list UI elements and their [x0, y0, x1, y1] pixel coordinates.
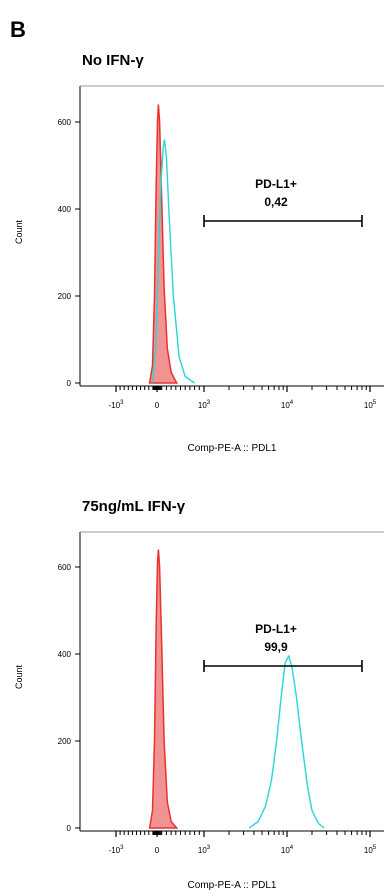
x-tick-label-base: 0: [155, 846, 160, 855]
series-stained-line: [151, 139, 195, 384]
x-tick-label-exponent: 3: [207, 400, 211, 406]
x-tick-label-base: 10: [281, 846, 290, 855]
y-tick-label: 200: [58, 292, 72, 301]
y-tick-label: 600: [58, 118, 72, 127]
x-tick-label-base: 0: [155, 401, 160, 410]
panel-1-title: No IFN-γ: [82, 52, 144, 69]
x-tick-label: 104: [281, 845, 294, 855]
x-tick-label: -103: [109, 400, 125, 410]
panel-letter: B: [10, 17, 26, 42]
y-tick-label: 400: [58, 650, 72, 659]
x-tick-label-exponent: 4: [290, 845, 294, 851]
x-tick-label-exponent: 4: [290, 400, 294, 406]
y-tick-label: 0: [67, 379, 72, 388]
x-tick-label-exponent: 5: [373, 845, 377, 851]
x-tick-label-exponent: 3: [207, 845, 211, 851]
panel-2-xlabel: Comp-PE-A :: PDL1: [188, 880, 277, 891]
panel-1-xlabel: Comp-PE-A :: PDL1: [188, 443, 277, 454]
panel-2-title: 75ng/mL IFN-γ: [82, 498, 186, 515]
x-tick-label: 0: [155, 401, 160, 410]
panel-2-gate-value: 99,9: [264, 640, 288, 654]
y-tick-label: 200: [58, 737, 72, 746]
y-tick-label: 600: [58, 563, 72, 572]
x-tick-label: 103: [198, 845, 211, 855]
x-tick-label: 105: [364, 845, 377, 855]
x-tick-label-base: 10: [364, 846, 373, 855]
y-tick-label: 0: [67, 824, 72, 833]
histogram-panel-1: No IFN-γ Count Comp-PE-A :: PDL1 PD-L1+ …: [14, 52, 384, 454]
x-tick-label-exponent: 3: [120, 845, 124, 851]
x-tick-label: 103: [198, 400, 211, 410]
x-tick-label-base: -10: [109, 846, 121, 855]
x-tick-label: 104: [281, 400, 294, 410]
x-tick-label-base: 10: [364, 401, 373, 410]
x-tick-label: -103: [109, 845, 125, 855]
x-tick-label-base: 10: [198, 401, 207, 410]
x-tick-label-base: 10: [281, 401, 290, 410]
panel-1-ylabel: Count: [14, 220, 24, 245]
panel-1-gate-name: PD-L1+: [255, 177, 297, 191]
series-stained-line: [248, 654, 325, 829]
x-tick-label: 0: [155, 846, 160, 855]
histogram-panel-2: 75ng/mL IFN-γ Count Comp-PE-A :: PDL1 PD…: [14, 498, 384, 891]
y-tick-label: 400: [58, 205, 72, 214]
panel-1-gate-value: 0,42: [264, 195, 288, 209]
x-tick-label: 105: [364, 400, 377, 410]
x-tick-label-base: -10: [109, 401, 121, 410]
panel-2-ylabel: Count: [14, 665, 24, 690]
x-tick-label-exponent: 3: [120, 400, 124, 406]
x-tick-label-base: 10: [198, 846, 207, 855]
x-tick-label-exponent: 5: [373, 400, 377, 406]
panel-2-gate-name: PD-L1+: [255, 622, 297, 636]
series-control-area: [148, 549, 179, 829]
